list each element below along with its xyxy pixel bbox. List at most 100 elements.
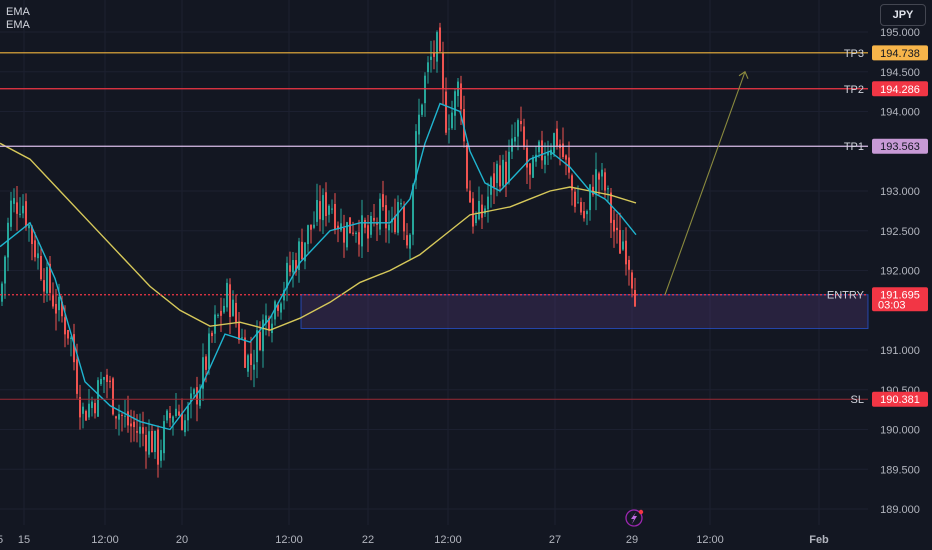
candle-body	[166, 410, 168, 421]
candle-body	[577, 202, 579, 204]
candle-body	[307, 225, 309, 245]
candle-body	[100, 378, 102, 385]
candle-body	[145, 434, 147, 452]
candle-body	[256, 330, 258, 363]
candle-body	[547, 152, 549, 156]
legend-ema-2[interactable]: EMA	[6, 19, 30, 31]
legend-ema-1[interactable]: EMA	[6, 6, 30, 18]
candle-body	[232, 299, 234, 316]
candle-body	[316, 200, 318, 222]
candle-body	[361, 215, 363, 247]
candle-body	[4, 256, 6, 284]
candles-layer	[1, 22, 636, 478]
candle-body	[43, 280, 45, 292]
candle-body	[178, 411, 180, 416]
candle-body	[406, 235, 408, 246]
price-tag-text-tp3: 194.738	[880, 48, 920, 60]
lightning-icon[interactable]	[625, 509, 644, 527]
candle-body	[580, 202, 582, 213]
candle-body	[238, 321, 240, 340]
candle-body	[190, 393, 192, 402]
indicator-legend[interactable]: EMA EMA	[6, 6, 30, 32]
projection-line	[664, 71, 746, 295]
candle-body	[460, 83, 462, 110]
candle-body	[475, 215, 477, 224]
candle-body	[592, 186, 594, 195]
price-tick-label: 192.500	[880, 226, 920, 238]
candle-body	[415, 131, 417, 181]
candle-body	[427, 62, 429, 73]
candle-body	[502, 159, 504, 186]
candle-body	[25, 201, 27, 227]
candle-body	[397, 202, 399, 233]
time-axis[interactable]: 15 12:00 20 12:00 22 12:00 27 29 12:00 Feb 5	[0, 534, 829, 546]
candle-body	[511, 138, 513, 152]
candle-body	[379, 198, 381, 230]
candle-body	[442, 53, 444, 89]
candle-body	[280, 303, 282, 313]
price-tag-tp2	[872, 81, 928, 97]
candle-body	[358, 232, 360, 245]
time-tick-label: 5	[0, 534, 3, 546]
candle-body	[430, 56, 432, 60]
candle-body	[601, 169, 603, 177]
candle-body	[199, 389, 201, 406]
candle-body	[334, 203, 336, 230]
candle-body	[88, 403, 90, 418]
candle-body	[328, 205, 330, 215]
candle-body	[313, 224, 315, 228]
candle-body	[445, 91, 447, 133]
candle-body	[226, 282, 228, 308]
price-tag-entry	[872, 287, 928, 312]
currency-button[interactable]: JPY	[880, 4, 926, 26]
candle-body	[499, 165, 501, 187]
candle-body	[616, 227, 618, 231]
candle-body	[250, 353, 252, 366]
candle-body	[469, 190, 471, 203]
time-tick-label: 29	[626, 534, 638, 546]
countdown-text: 03:03	[878, 300, 906, 312]
candle-body	[136, 431, 138, 433]
candle-body	[235, 302, 237, 323]
candle-body	[130, 423, 132, 427]
candle-body	[160, 450, 162, 461]
time-tick-label: 20	[176, 534, 188, 546]
time-tick-label: 12:00	[91, 534, 119, 546]
candle-body	[622, 241, 624, 250]
candle-body	[325, 192, 327, 217]
candle-body	[157, 429, 159, 465]
candle-body	[115, 416, 117, 419]
candle-body	[571, 175, 573, 191]
candle-body	[58, 296, 60, 311]
candle-body	[112, 378, 114, 415]
price-axis[interactable]: 195.000 194.500 194.000 193.000 192.500 192.0…	[880, 27, 920, 516]
level-label-tp3: TP3	[844, 48, 864, 60]
candle-body	[169, 413, 171, 419]
candle-body	[265, 315, 267, 324]
price-tick-label: 191.000	[880, 345, 920, 357]
candle-body	[262, 319, 264, 352]
candle-body	[517, 120, 519, 137]
candle-body	[436, 32, 438, 62]
candle-body	[202, 357, 204, 389]
candle-body	[505, 161, 507, 185]
time-tick-label: 27	[549, 534, 561, 546]
candle-body	[625, 240, 627, 265]
candle-body	[514, 136, 516, 142]
candle-body	[295, 260, 297, 272]
candle-body	[34, 240, 36, 258]
candle-body	[259, 332, 261, 350]
candle-body	[565, 155, 567, 160]
candle-body	[19, 213, 21, 215]
level-label-entry: ENTRY	[827, 290, 865, 302]
time-tick-label: 12:00	[434, 534, 462, 546]
price-tick-label: 189.000	[880, 504, 920, 516]
candle-body	[496, 163, 498, 184]
candle-body	[532, 157, 534, 178]
candle-body	[319, 201, 321, 220]
candle-body	[589, 184, 591, 211]
candle-body	[538, 141, 540, 153]
candle-body	[181, 413, 183, 431]
candle-body	[106, 374, 108, 382]
